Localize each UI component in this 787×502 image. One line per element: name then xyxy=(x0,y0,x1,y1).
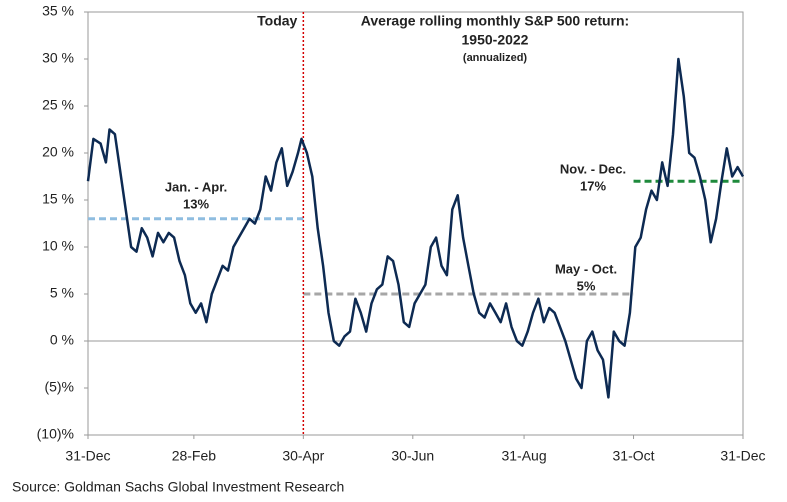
today-label: Today xyxy=(257,13,297,29)
x-tick-label: 31-Dec xyxy=(720,448,765,464)
average-name: Nov. - Dec. xyxy=(560,161,626,176)
chart-subtitle: 1950-2022 xyxy=(462,32,529,48)
x-tick-label: 31-Aug xyxy=(501,448,546,464)
y-tick-label: 35 % xyxy=(42,3,74,19)
x-tick-label: 31-Oct xyxy=(613,448,655,464)
average-label: 13% xyxy=(183,196,209,211)
y-tick-label: 0 % xyxy=(50,332,74,348)
x-tick-label: 30-Apr xyxy=(282,448,324,464)
x-tick-label: 28-Feb xyxy=(172,448,217,464)
y-tick-label: 15 % xyxy=(42,191,74,207)
series-line xyxy=(86,57,745,399)
y-tick-label: 30 % xyxy=(42,50,74,66)
y-tick-label: 10 % xyxy=(42,238,74,254)
x-tick-label: 30-Jun xyxy=(391,448,434,464)
y-tick-label: 25 % xyxy=(42,97,74,113)
average-name: Jan. - Apr. xyxy=(165,179,227,194)
average-name: May - Oct. xyxy=(555,261,617,276)
average-label: 17% xyxy=(580,178,606,193)
y-tick-label: (10)% xyxy=(37,426,74,442)
chart-note: (annualized) xyxy=(463,52,528,64)
chart-title: Average rolling monthly S&P 500 return: xyxy=(361,13,629,29)
y-tick-label: (5)% xyxy=(44,379,74,395)
average-label: 5% xyxy=(577,278,596,293)
plot-frame xyxy=(87,11,744,436)
x-tick-label: 31-Dec xyxy=(65,448,110,464)
y-tick-label: 5 % xyxy=(50,285,74,301)
y-tick-label: 20 % xyxy=(42,144,74,160)
source: Source: Goldman Sachs Global Investment … xyxy=(12,479,344,495)
